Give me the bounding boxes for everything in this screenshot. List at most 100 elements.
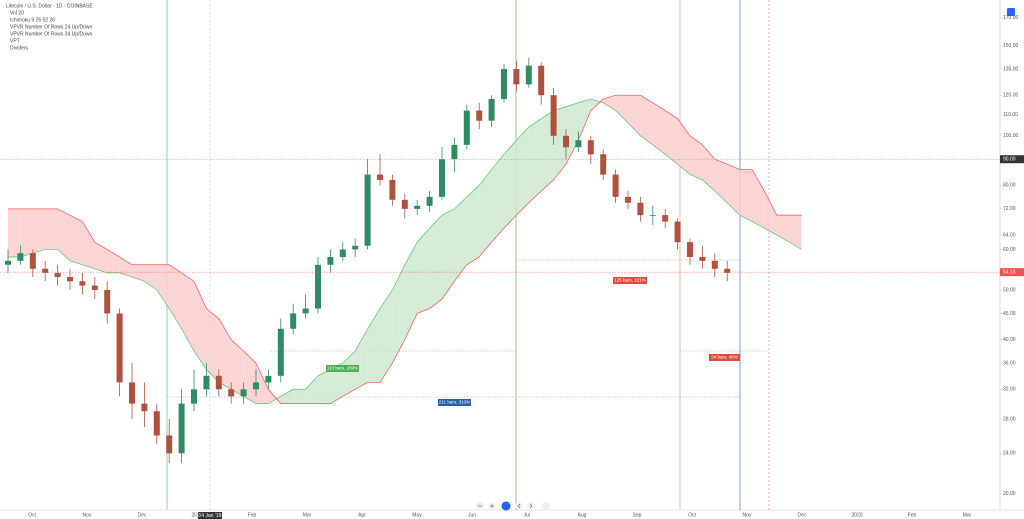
- legend-entry: Ichimoku 9 26 52 26: [10, 17, 55, 23]
- cloud-segment: [256, 363, 269, 404]
- cloud-segment: [293, 389, 306, 404]
- legend-entry: VPVR Number Of Rows 24 Up/Down: [10, 24, 92, 30]
- date-tag-text: 04 Jan '19: [199, 513, 222, 519]
- candle-body: [389, 179, 396, 200]
- cloud-segment: [181, 272, 194, 352]
- cloud-segment: [8, 208, 21, 257]
- x-tick-label: Jun: [468, 512, 476, 518]
- y-tick-label: 45.00: [1003, 311, 1016, 317]
- candle-body: [141, 403, 148, 412]
- x-tick-label: May: [412, 512, 422, 518]
- x-tick-label: 2019: [191, 512, 202, 518]
- x-tick-label: Mar: [303, 512, 312, 518]
- cloud-segment: [714, 159, 728, 203]
- legend-entry: Vol 20: [10, 10, 24, 16]
- candle-body: [414, 205, 421, 209]
- cloud-segment: [156, 264, 170, 309]
- cloud-segment: [380, 289, 393, 383]
- legend-entry: Dividers: [10, 45, 29, 51]
- y-tick-label: 120.00: [1003, 93, 1019, 99]
- icon: [490, 504, 494, 508]
- cloud-segment: [218, 318, 232, 390]
- cloud-segment: [318, 369, 331, 404]
- candle-body: [377, 174, 383, 180]
- y-tick-label: 170.00: [1003, 15, 1019, 21]
- legend-entry: VPT: [10, 38, 20, 44]
- cloud-segment: [479, 169, 492, 257]
- candle-body: [327, 256, 334, 265]
- cloud-segment: [94, 242, 108, 273]
- candle-body: [426, 196, 433, 206]
- candle-body: [253, 382, 259, 390]
- x-tick-label: Mar: [963, 512, 972, 518]
- cloud-segment: [752, 169, 765, 229]
- candle-body: [401, 199, 408, 209]
- candle-body: [17, 253, 24, 261]
- annotation: 34 bars, 46%: [711, 355, 738, 360]
- x-tick-label: Nov: [83, 512, 92, 518]
- x-tick-label: Aug: [578, 512, 587, 518]
- candle-body: [79, 281, 86, 286]
- cloud-segment: [57, 208, 70, 261]
- scroll-right-button[interactable]: [527, 502, 535, 510]
- reset-button[interactable]: [501, 501, 511, 511]
- candle-body: [563, 135, 569, 148]
- candle-body: [203, 375, 210, 390]
- annotation-box: [613, 277, 647, 284]
- candle-body: [649, 215, 656, 216]
- candle-body: [711, 260, 718, 269]
- cloud-segment: [231, 339, 244, 397]
- cloud-segment: [367, 308, 380, 383]
- candle-body: [687, 242, 693, 257]
- candle-body: [153, 411, 160, 436]
- x-tick-label: Dec: [798, 512, 807, 518]
- y-tick-label: 135.00: [1003, 66, 1019, 72]
- candle-body: [674, 221, 681, 243]
- x-tick-label: Feb: [908, 512, 917, 518]
- candles: [5, 57, 731, 463]
- candle-body: [166, 435, 173, 454]
- cloud-segment: [640, 95, 653, 145]
- marker-price-label: 90.00: [1003, 157, 1016, 163]
- x-tick-label: Oct: [28, 512, 36, 518]
- candle-body: [625, 196, 631, 203]
- cloud-segment: [342, 351, 356, 397]
- candle-body: [550, 95, 557, 136]
- annotation: 211 bars, 313%: [439, 400, 470, 405]
- candle-body: [42, 268, 49, 273]
- cloud-segment: [603, 95, 616, 111]
- icon: [517, 503, 521, 509]
- cloud-segment: [392, 264, 405, 364]
- scroll-left-button[interactable]: [515, 502, 523, 510]
- date-tag: [198, 512, 222, 519]
- settings-button[interactable]: [1007, 8, 1015, 16]
- y-tick-label: 100.00: [1003, 133, 1019, 139]
- cloud-line: [8, 98, 802, 404]
- last-price-tag: [1000, 268, 1024, 277]
- cloud-segment: [417, 228, 430, 314]
- candle-body: [228, 389, 235, 397]
- candle-body: [339, 249, 346, 257]
- y-tick-label: 36.00: [1003, 360, 1016, 366]
- cloud-segment: [690, 135, 703, 180]
- annotation-box: [438, 399, 471, 406]
- cloud-segment: [528, 118, 542, 203]
- candle-body: [463, 110, 470, 145]
- cloud-segment: [194, 281, 207, 370]
- y-tick-label: 64.00: [1003, 232, 1016, 238]
- refresh-button[interactable]: [542, 502, 550, 510]
- candle-body: [129, 382, 135, 404]
- y-tick-label: 60.00: [1003, 247, 1016, 253]
- candle-body: [364, 174, 371, 246]
- y-tick-label: 40.00: [1003, 337, 1016, 343]
- candle-body: [525, 65, 532, 85]
- annotation-box: [709, 354, 740, 361]
- candle-body: [538, 65, 545, 96]
- cloud-segment: [355, 328, 368, 390]
- candle-body: [451, 144, 458, 160]
- candle-body: [439, 159, 445, 197]
- chart-title: Litecoin / U.S. Dollar · 1D · COINBASE: [6, 3, 93, 9]
- cloud-segment: [727, 164, 740, 216]
- candle-body: [575, 140, 582, 148]
